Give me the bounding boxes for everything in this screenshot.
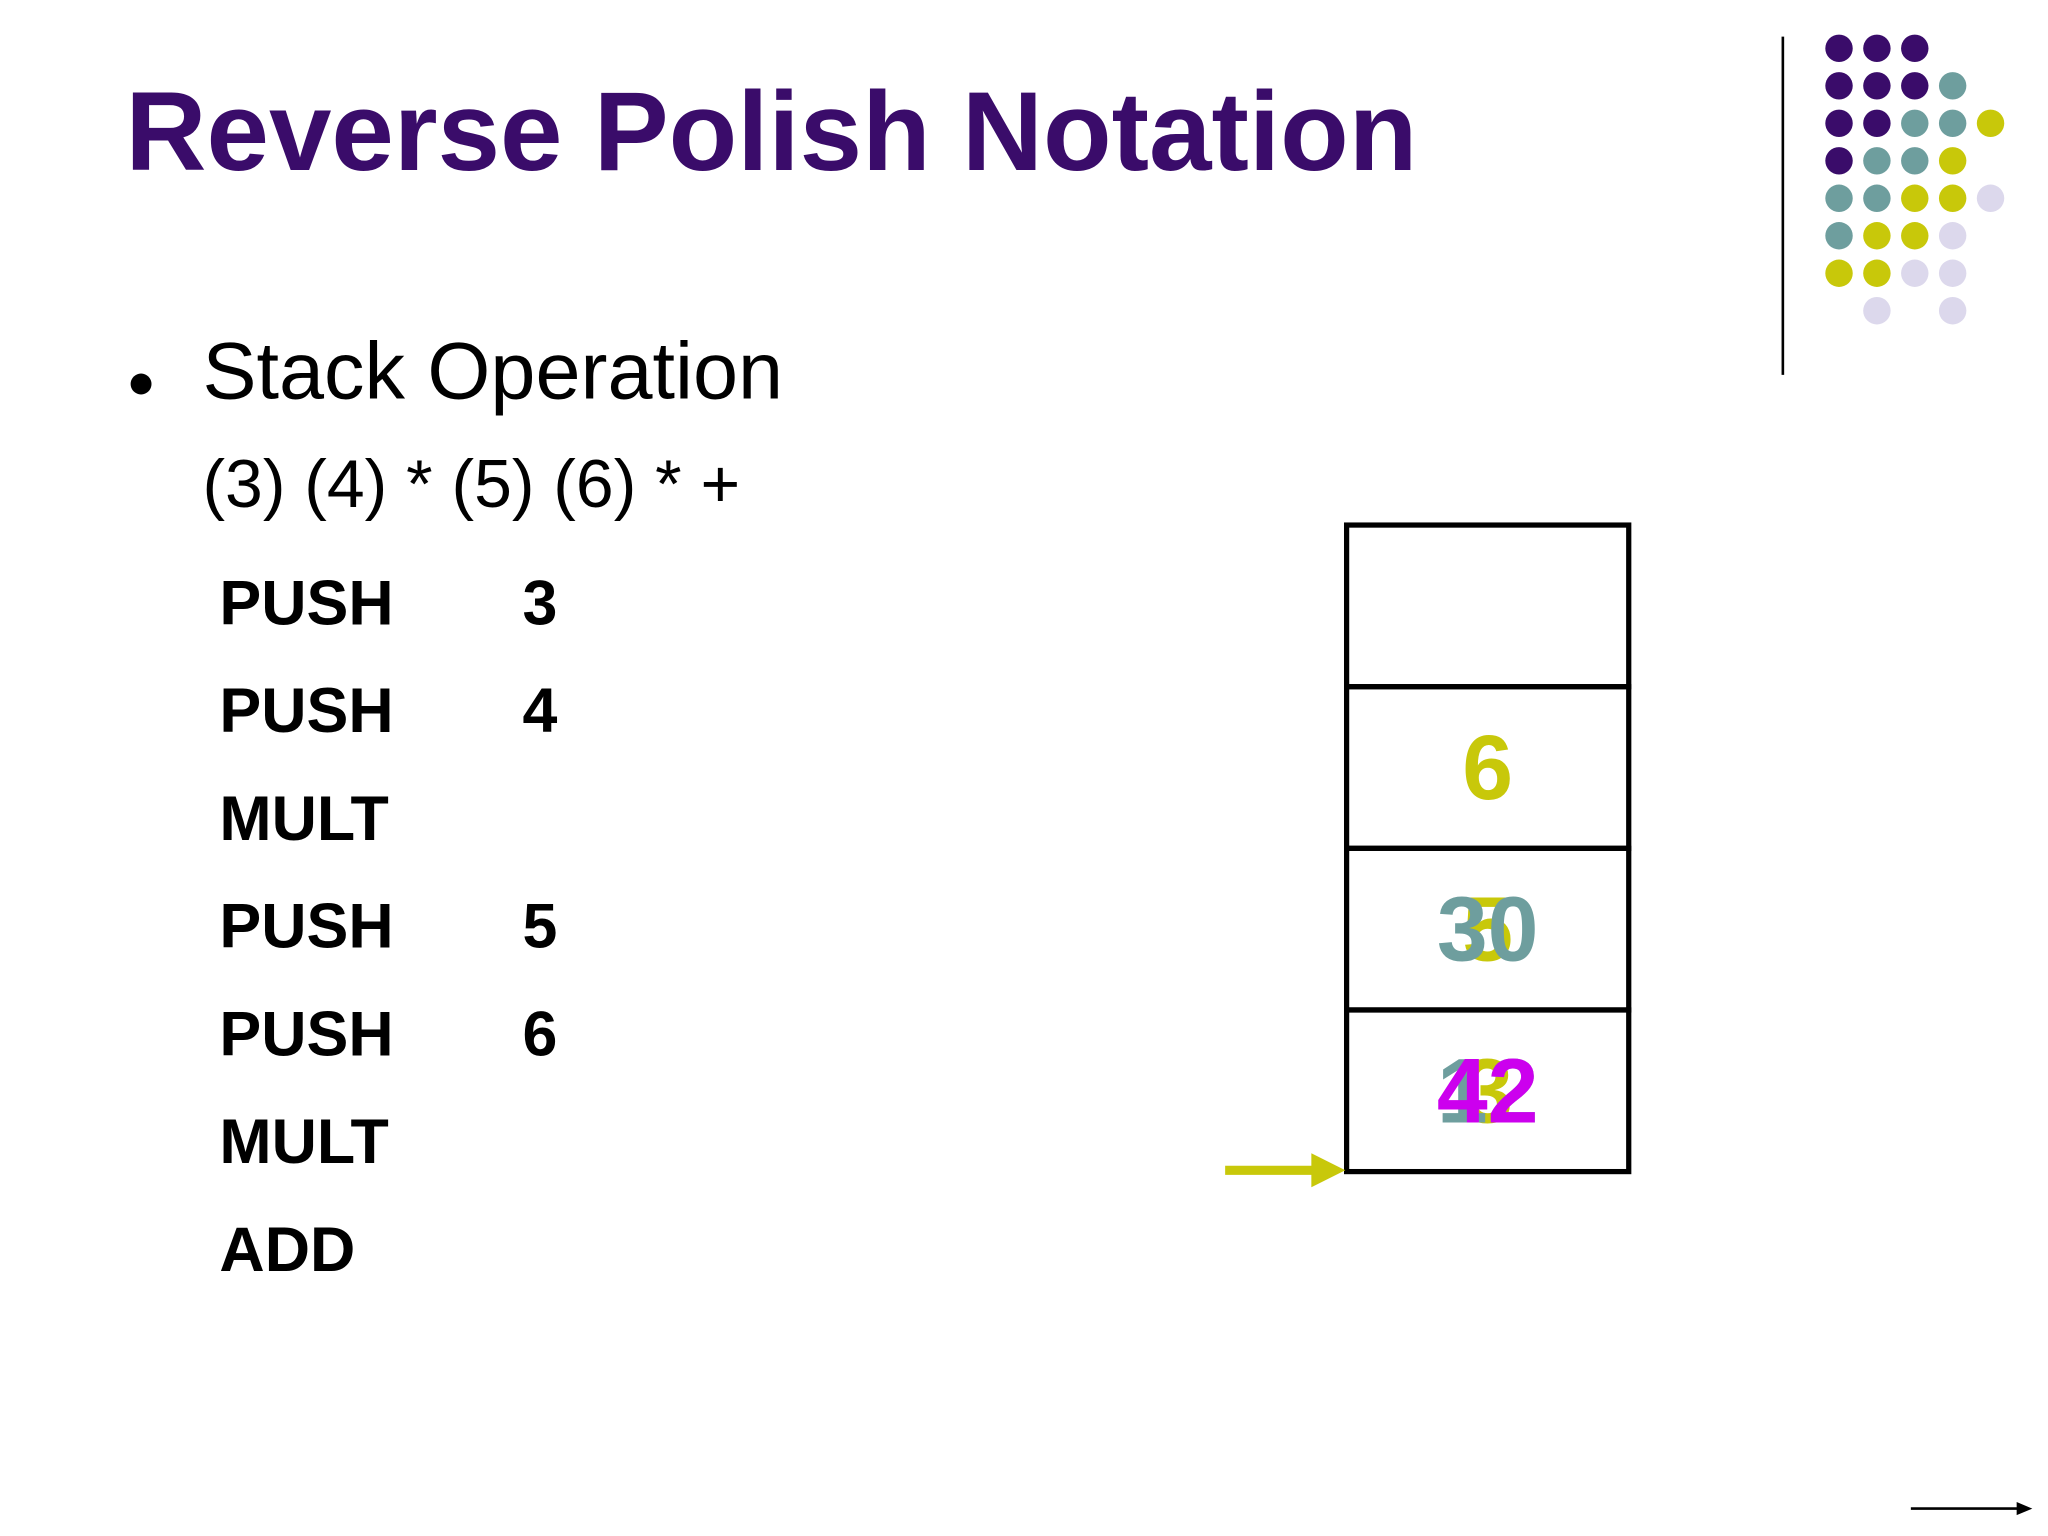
dot [1938, 184, 1967, 212]
dot [1901, 222, 1929, 250]
dot [1825, 184, 1853, 212]
dot [1938, 259, 1967, 287]
dot [1863, 109, 1891, 138]
instruction-op: PUSH [219, 999, 393, 1069]
stack-entry: 5 [1462, 879, 1513, 981]
dot [1901, 147, 1929, 175]
instruction-op: PUSH [219, 676, 393, 746]
dot [1825, 72, 1853, 100]
instruction-op: PUSH [219, 568, 393, 638]
dot [1863, 222, 1891, 250]
dot [1863, 72, 1891, 100]
instruction-op: MULT [219, 1107, 388, 1177]
dot [1938, 147, 1967, 175]
instruction-op: ADD [219, 1215, 355, 1285]
dot [1863, 184, 1891, 212]
stack-entry: 3 [1462, 1040, 1513, 1142]
dot [1863, 34, 1891, 63]
instruction-arg: 3 [522, 568, 557, 638]
dot [1825, 259, 1853, 287]
dot [1938, 72, 1967, 100]
instruction-op: PUSH [219, 892, 393, 962]
instruction-op: MULT [219, 784, 388, 854]
decoration-dots [1825, 34, 2005, 325]
stack-entry: 6 [1462, 717, 1513, 819]
next-arrow-head[interactable] [2016, 1502, 2033, 1516]
instructions: PUSH 3 PUSH 4 MULT PUSH 5 PUSH 6 MULT ADD [219, 568, 557, 1285]
dot [1863, 147, 1891, 175]
dot [1938, 109, 1967, 138]
instruction-arg: 5 [522, 892, 557, 962]
dot [1901, 184, 1929, 212]
expression: (3) (4) * (5) (6) * + [202, 447, 740, 522]
stack-cell [1343, 1007, 1632, 1175]
dot [1938, 297, 1967, 325]
stack-entry: 30 [1437, 879, 1539, 981]
instruction-arg: 4 [522, 676, 557, 746]
dot [1825, 34, 1853, 63]
bullet-dot [130, 373, 152, 395]
dot [1976, 109, 2005, 138]
dot [1901, 109, 1929, 138]
slide-title: Reverse Polish Notation [125, 68, 1417, 194]
stack-pointer-head [1311, 1153, 1346, 1188]
stack-entry: 12 [1437, 1040, 1539, 1142]
bullet-text: Stack Operation [202, 326, 783, 416]
dot [1825, 222, 1853, 250]
dot [1825, 147, 1853, 175]
instruction-arg: 6 [522, 999, 557, 1069]
dot [1863, 259, 1891, 287]
dot [1901, 34, 1929, 63]
dot [1825, 109, 1853, 138]
stack-entry: 42 [1437, 1040, 1539, 1142]
dot [1976, 184, 2005, 212]
dot [1901, 72, 1929, 100]
dot [1938, 222, 1967, 250]
dot [1863, 297, 1891, 325]
dot [1901, 259, 1929, 287]
